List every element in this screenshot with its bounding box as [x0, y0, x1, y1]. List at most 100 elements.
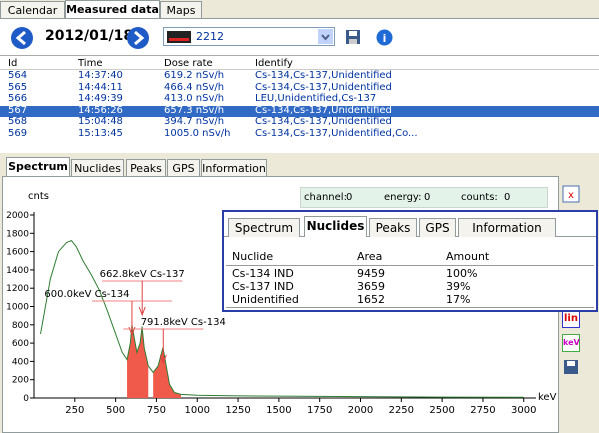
tab[interactable]: Nuclides [304, 216, 367, 237]
y-tick-label: 0 [23, 394, 29, 404]
cell: 565 [8, 81, 28, 93]
tab[interactable]: Spectrum [228, 218, 300, 237]
combo-arrow[interactable] [318, 29, 333, 44]
y-tick-label: 1000 [6, 303, 29, 313]
cell: 569 [8, 127, 28, 139]
tab[interactable]: Calendar [0, 1, 65, 18]
column-header[interactable]: Dose rate [164, 58, 213, 69]
cell: 619.2 nSv/h [164, 70, 225, 81]
cell: 3659 [357, 280, 385, 293]
tab[interactable]: Peaks [126, 159, 166, 176]
footer-line [226, 307, 594, 308]
x-tick-label: 1250 [225, 405, 250, 416]
x-tick-label: 3000 [511, 405, 536, 416]
tab[interactable]: Spectrum [6, 157, 70, 176]
status-bar: channel: 0 energy: 0 counts: 0 [300, 187, 548, 208]
forward-button[interactable] [126, 26, 150, 50]
status-value: 0 [504, 192, 511, 203]
column-header[interactable]: Area [357, 250, 383, 263]
x-tick-label: 2500 [429, 405, 454, 416]
export-icon[interactable] [562, 358, 580, 376]
cell: Cs-137 IND [232, 280, 294, 293]
column-header[interactable]: Amount [446, 250, 490, 263]
tab[interactable]: Information [458, 218, 556, 237]
cell: Cs-134,Cs-137,Unidentified [255, 81, 392, 93]
cell: Cs-134,Cs-137,Unidentified [255, 104, 392, 116]
device-id: 2212 [196, 30, 224, 43]
x-tick-label: 750 [147, 405, 166, 416]
tab[interactable]: GPS [419, 218, 456, 237]
header-line [226, 265, 594, 266]
tab[interactable]: GPS [167, 159, 200, 176]
cell: 413.0 nSv/h [164, 93, 225, 104]
cell: 567 [8, 104, 28, 116]
nuclides-popup: Spectrum Nuclides Peaks GPS Information Nucli… [222, 210, 598, 312]
table-row[interactable]: 567 14:56:26 657.3 nSv/h Cs-134,Cs-137,Unid… [0, 104, 599, 117]
x-tick-label: 250 [65, 405, 84, 416]
cell: Cs-134,Cs-137,Unidentified [255, 116, 392, 127]
cell: Cs-134,Cs-137,Unidentified [255, 70, 392, 81]
measurement-table: Id Time Dose rate Identify 564 14:37:40 619.2 … [0, 55, 599, 151]
table-row[interactable]: 568 15:04:48 394.7 nSv/h Cs-134,Cs-137,Unid… [0, 116, 599, 128]
y-tick-label: 200 [12, 376, 29, 386]
status-label: counts: [461, 192, 498, 203]
table-row[interactable]: 564 14:37:40 619.2 nSv/h Cs-134,Cs-137,Unid… [0, 70, 599, 82]
x-axis-label: keV [538, 392, 557, 403]
cell: Cs-134,Cs-137,Unidentified,Co... [255, 127, 418, 139]
peak-area [127, 324, 149, 398]
tab[interactable]: Information [201, 159, 267, 176]
tab[interactable]: Maps [160, 1, 202, 18]
side-button[interactable]: keV [562, 334, 580, 352]
column-header[interactable]: Time [78, 58, 103, 69]
peak-marker [128, 301, 136, 337]
cell: 100% [446, 267, 478, 280]
table-row[interactable]: 569 15:13:45 1005.0 nSv/h Cs-134,Cs-137,Uni… [0, 127, 599, 140]
x-tick-label: 2250 [389, 405, 414, 416]
cell: 14:49:39 [78, 93, 123, 104]
svg-text:i: i [383, 32, 387, 45]
cell: 394.7 nSv/h [164, 116, 225, 127]
cell: Unidentified [232, 293, 299, 306]
side-button[interactable]: lin [562, 310, 580, 328]
y-tick-label: 1400 [6, 266, 29, 276]
status-value: 0 [346, 192, 353, 203]
device-combo[interactable]: 2212 [163, 27, 335, 46]
column-header[interactable]: Id [8, 58, 18, 69]
info-button[interactable]: i [376, 29, 393, 46]
y-tick-label: 400 [12, 357, 29, 367]
tab[interactable]: Measured data [65, 0, 160, 19]
cell: 14:37:40 [78, 70, 123, 81]
cell: 17% [446, 293, 471, 306]
cell: 39% [446, 280, 471, 293]
close-icon[interactable]: x [562, 185, 580, 203]
date: 2012/01/18 [45, 28, 134, 44]
column-header[interactable]: Identify [255, 58, 293, 69]
cell: 564 [8, 70, 28, 81]
table-row[interactable]: 566 14:49:39 413.0 nSv/h LEU,Unidentified,C… [0, 93, 599, 105]
cell: 568 [8, 116, 28, 127]
cell: LEU,Unidentified,Cs-137 [255, 93, 377, 104]
spectrum-line [40, 240, 524, 398]
tab[interactable]: Nuclides [71, 159, 124, 176]
y-axis-label: cnts [28, 191, 49, 202]
column-header[interactable]: Nuclide [232, 250, 274, 263]
cell: 14:44:11 [78, 81, 123, 93]
device-icon [167, 31, 191, 43]
tab[interactable]: Peaks [369, 218, 417, 237]
peak-label: 791.8keV Cs-134 [141, 317, 226, 328]
back-button[interactable] [10, 26, 34, 50]
header-line [0, 69, 599, 70]
y-tick-label: 2000 [6, 211, 29, 221]
cell: 566 [8, 93, 28, 104]
table-row[interactable]: 565 14:44:11 466.4 nSv/h Cs-134,Cs-137,Unid… [0, 81, 599, 94]
save-button[interactable] [345, 29, 361, 45]
x-tick-label: 1500 [266, 405, 291, 416]
cell: 657.3 nSv/h [164, 104, 225, 116]
cell: 1005.0 nSv/h [164, 127, 231, 139]
y-tick-label: 800 [12, 321, 29, 331]
peak-label: 662.8keV Cs-137 [100, 269, 185, 280]
cell: 9459 [357, 267, 385, 280]
x-tick-label: 2750 [470, 405, 495, 416]
